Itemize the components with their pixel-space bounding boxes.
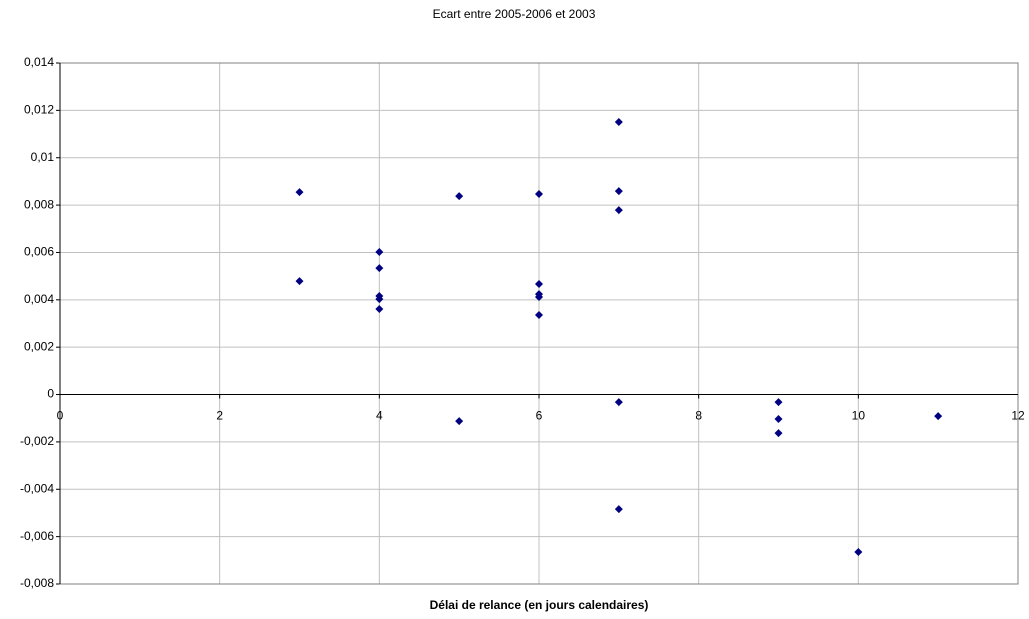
- scatter-point: [614, 206, 623, 215]
- y-tick-label: -0,002: [20, 434, 54, 448]
- x-axis-title: Délai de relance (en jours calendaires): [430, 598, 649, 612]
- chart-title: Ecart entre 2005-2006 et 2003: [433, 7, 596, 21]
- scatter-point: [535, 279, 543, 288]
- y-tick-label: 0,002: [24, 339, 54, 353]
- y-tick-label: 0,012: [24, 103, 54, 117]
- scatter-point: [774, 429, 783, 438]
- scatter-point: [455, 417, 464, 426]
- scatter-point: [774, 414, 783, 423]
- y-tick-label: -0,006: [20, 529, 54, 543]
- scatter-point: [375, 305, 384, 314]
- x-tick-label: 10: [852, 409, 866, 423]
- x-tick-label: 8: [695, 409, 702, 423]
- scatter-point: [535, 189, 543, 198]
- scatter-point: [535, 292, 543, 301]
- scatter-point: [295, 188, 304, 197]
- y-tick-label: 0,004: [24, 292, 54, 306]
- scatter-point: [614, 505, 623, 514]
- scatter-point: [375, 247, 384, 256]
- scatter-point: [375, 295, 384, 304]
- x-tick-label: 6: [536, 409, 543, 423]
- scatter-point: [535, 310, 543, 319]
- y-tick-label: 0,006: [24, 245, 54, 259]
- scatter-point: [854, 548, 863, 557]
- scatter-point: [774, 398, 783, 407]
- scatter-point: [614, 117, 623, 126]
- scatter-point: [614, 187, 623, 196]
- y-tick-label: -0,004: [20, 481, 54, 495]
- y-tick-label: 0,014: [24, 55, 54, 69]
- y-tick-label: -0,008: [20, 576, 54, 590]
- scatter-point: [934, 412, 943, 421]
- y-tick-label: 0,01: [31, 150, 55, 164]
- x-tick-label: 4: [376, 409, 383, 423]
- scatter-point: [295, 277, 304, 286]
- scatter-point: [614, 398, 623, 407]
- y-tick-label: 0,008: [24, 197, 54, 211]
- x-tick-label: 2: [216, 409, 223, 423]
- scatter-point: [375, 264, 384, 273]
- scatter-point: [455, 192, 464, 201]
- y-tick-label: 0: [47, 387, 54, 401]
